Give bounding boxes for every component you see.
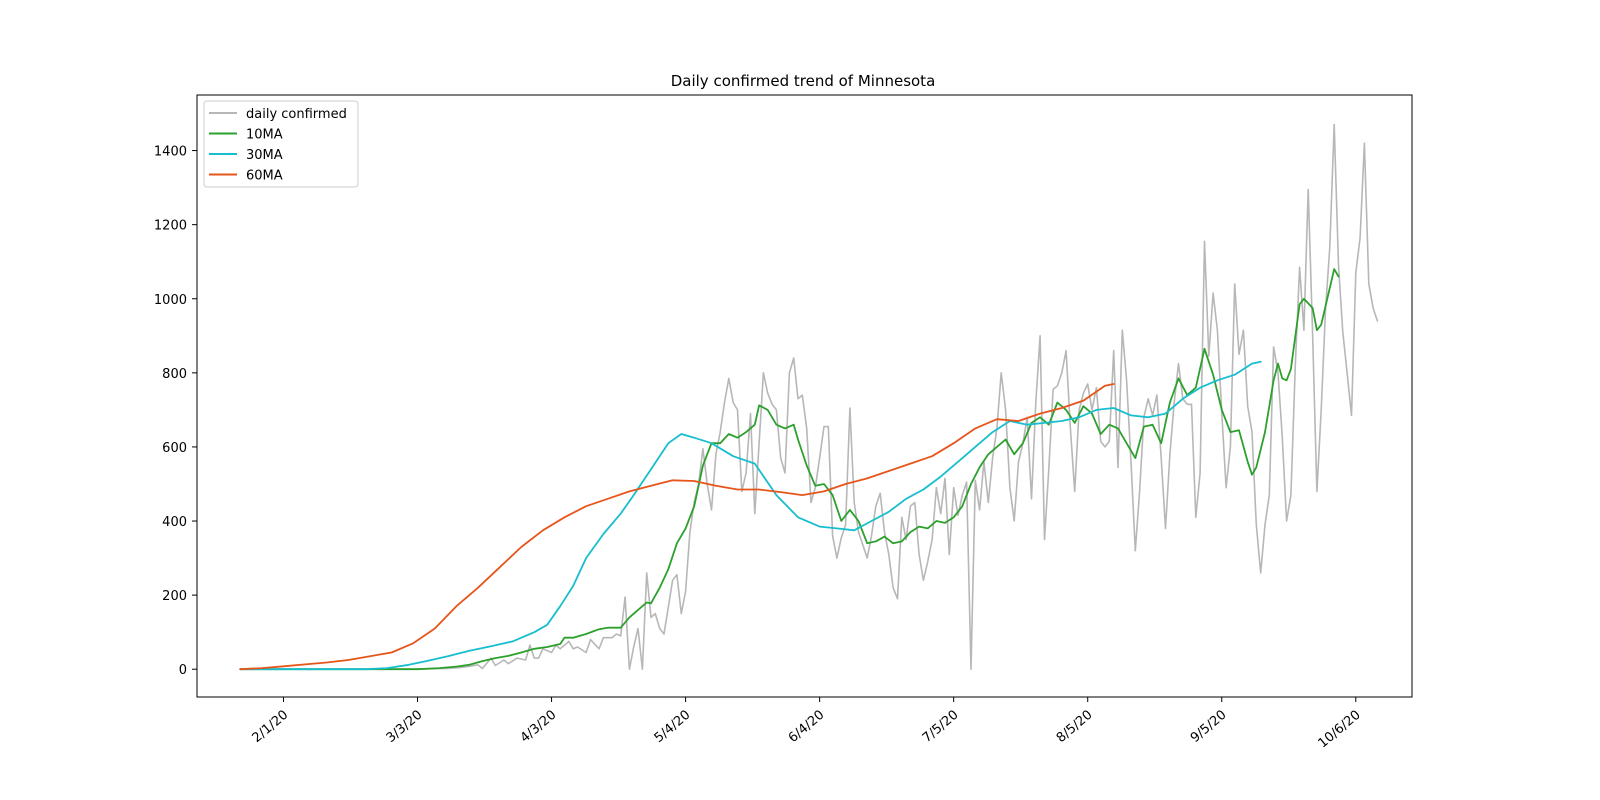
legend: daily confirmed 10MA 30MA 60MA xyxy=(204,101,358,187)
y-tick-label: 1200 xyxy=(154,219,187,234)
y-tick-label: 200 xyxy=(162,589,187,604)
y-tick-label: 600 xyxy=(162,441,187,456)
y-tick-label: 0 xyxy=(179,663,187,678)
y-tick-label: 800 xyxy=(162,367,187,382)
legend-label-10ma: 10MA xyxy=(246,128,283,143)
legend-label-30ma: 30MA xyxy=(246,148,283,163)
legend-label-60ma: 60MA xyxy=(246,169,283,184)
y-tick-label: 1400 xyxy=(154,145,187,160)
legend-label-daily-confirmed: daily confirmed xyxy=(246,107,347,122)
y-tick-label: 400 xyxy=(162,515,187,530)
y-tick-label: 1000 xyxy=(154,293,187,308)
chart-title: Daily confirmed trend of Minnesota xyxy=(671,72,936,90)
